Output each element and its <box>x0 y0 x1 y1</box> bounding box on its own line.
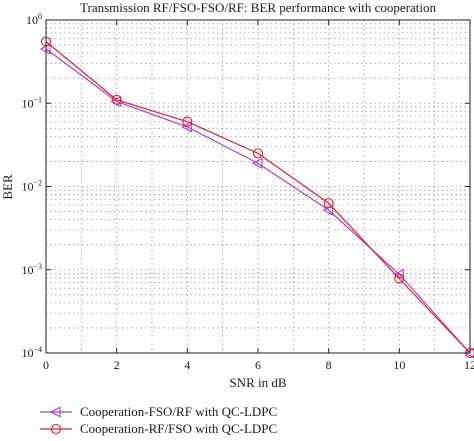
x-tick-label: 8 <box>326 358 332 372</box>
legend-label: Cooperation-RF/FSO with QC-LDPC <box>80 421 277 436</box>
x-axis-label: SNR in dB <box>229 375 286 390</box>
y-tick-label: 10−1 <box>21 95 42 110</box>
x-tick-label: 6 <box>255 358 261 372</box>
chart-title: Transmission RF/FSO-FSO/RF: BER performa… <box>80 0 436 15</box>
y-tick-label: 10−3 <box>21 262 42 277</box>
grid <box>46 20 470 353</box>
legend: Cooperation-FSO/RF with QC-LDPC Cooperati… <box>40 404 277 436</box>
y-tick-label: 10−2 <box>21 179 42 194</box>
x-tick-label: 10 <box>393 358 405 372</box>
axis-ticks: 0 2 4 6 8 10 12 100 10−1 10−2 10−3 10−4 <box>21 12 474 372</box>
x-tick-label: 4 <box>184 358 190 372</box>
legend-item: Cooperation-FSO/RF with QC-LDPC <box>40 404 277 419</box>
x-tick-label: 0 <box>43 358 49 372</box>
legend-label: Cooperation-FSO/RF with QC-LDPC <box>80 404 277 419</box>
series-layer <box>41 37 474 358</box>
x-tick-label: 12 <box>464 358 474 372</box>
x-tick-label: 2 <box>114 358 120 372</box>
y-axis-label: BER <box>0 174 15 200</box>
y-tick-label: 100 <box>26 12 42 27</box>
y-tick-label: 10−4 <box>21 345 42 360</box>
legend-item: Cooperation-RF/FSO with QC-LDPC <box>40 421 277 436</box>
